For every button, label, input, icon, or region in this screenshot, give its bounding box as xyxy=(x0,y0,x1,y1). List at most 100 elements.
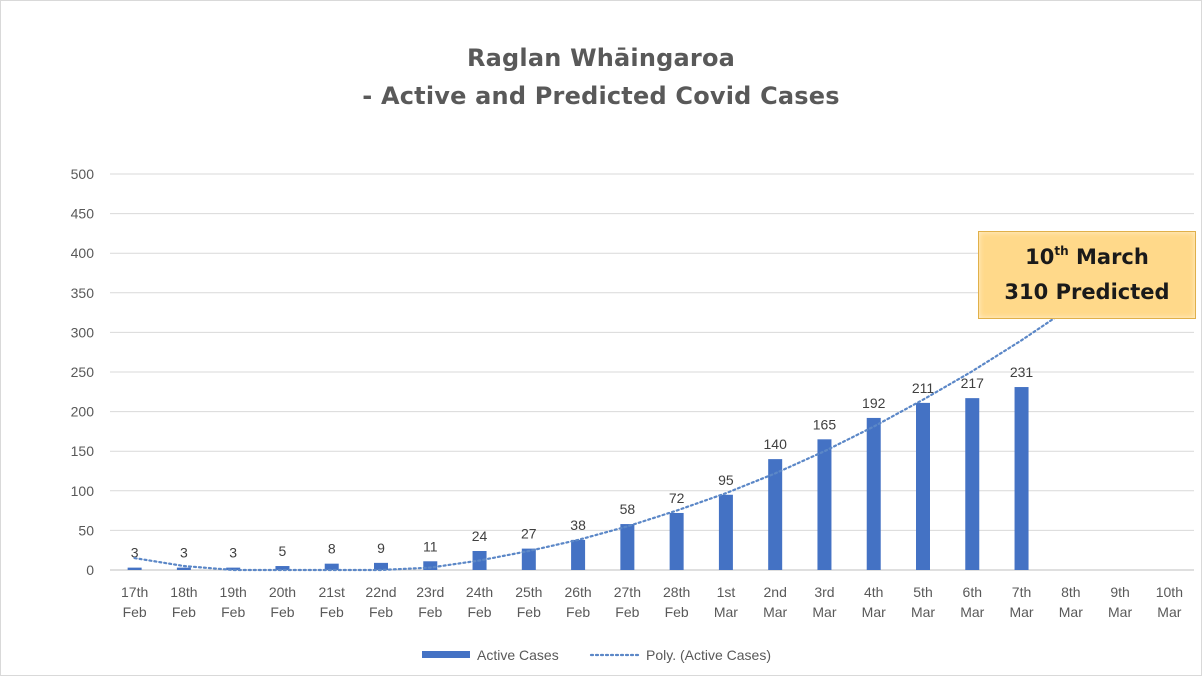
bar xyxy=(176,567,191,570)
x-tick-label: Mar xyxy=(1059,604,1083,620)
x-tick-label: Mar xyxy=(960,604,984,620)
x-tick-label: 24th xyxy=(466,584,493,600)
prediction-callout: 10th March 310 Predicted xyxy=(978,231,1196,319)
x-tick-label: 27th xyxy=(614,584,641,600)
data-label: 3 xyxy=(229,545,237,561)
data-label: 11 xyxy=(423,538,438,554)
trendline xyxy=(133,232,1171,572)
bar xyxy=(374,562,388,570)
x-tick-label: 25th xyxy=(515,584,542,600)
chart-title: Raglan Whāingaroa xyxy=(466,44,736,72)
legend-swatch-bar xyxy=(422,651,470,658)
data-label: 3 xyxy=(131,545,139,561)
bar xyxy=(423,561,438,570)
y-tick-label: 250 xyxy=(71,364,95,380)
x-tick-label: 8th xyxy=(1061,584,1080,600)
data-label: 24 xyxy=(472,528,488,544)
data-label: 9 xyxy=(377,540,385,556)
x-tick-label: 6th xyxy=(963,584,982,600)
x-tick-label: Feb xyxy=(418,604,442,620)
bar xyxy=(620,524,635,570)
bar xyxy=(521,548,536,570)
bar xyxy=(965,398,980,570)
x-tick-label: 9th xyxy=(1110,584,1129,600)
data-label: 5 xyxy=(279,543,287,559)
x-tick-label: Feb xyxy=(221,604,245,620)
y-tick-label: 0 xyxy=(86,562,94,578)
bar xyxy=(669,512,684,570)
bar xyxy=(571,539,586,570)
x-tick-label: Feb xyxy=(467,604,491,620)
bar xyxy=(275,566,290,570)
x-tick-label: 7th xyxy=(1012,584,1031,600)
data-label: 192 xyxy=(862,395,886,411)
x-tick-label: Mar xyxy=(763,604,787,620)
data-label: 72 xyxy=(669,490,685,506)
x-tick-label: 22nd xyxy=(365,584,396,600)
data-label: 27 xyxy=(521,526,537,542)
data-label: 165 xyxy=(813,416,837,432)
bar xyxy=(768,459,783,570)
x-tick-label: Feb xyxy=(615,604,639,620)
x-tick-label: 18th xyxy=(170,584,197,600)
y-tick-label: 50 xyxy=(78,522,94,538)
y-tick-label: 100 xyxy=(71,483,95,499)
x-tick-label: Feb xyxy=(517,604,541,620)
chart-subtitle: - Active and Predicted Covid Cases xyxy=(362,82,840,110)
data-label: 38 xyxy=(570,517,586,533)
x-tick-label: 20th xyxy=(269,584,296,600)
y-tick-label: 200 xyxy=(71,404,95,420)
bar xyxy=(817,439,832,570)
x-tick-label: 28th xyxy=(663,584,690,600)
data-label: 3 xyxy=(180,545,188,561)
data-label: 58 xyxy=(620,501,636,517)
y-tick-label: 400 xyxy=(71,245,95,261)
bar xyxy=(324,563,339,570)
x-tick-label: 2nd xyxy=(764,584,787,600)
x-tick-label: Feb xyxy=(320,604,344,620)
x-tick-label: 19th xyxy=(220,584,247,600)
y-tick-label: 450 xyxy=(71,206,95,222)
data-label: 211 xyxy=(912,380,935,396)
data-label: 231 xyxy=(1010,364,1034,380)
x-tick-label: 23rd xyxy=(416,584,444,600)
x-tick-label: Mar xyxy=(1108,604,1132,620)
x-tick-label: Mar xyxy=(911,604,935,620)
x-tick-label: Mar xyxy=(862,604,886,620)
x-tick-label: Feb xyxy=(369,604,393,620)
x-tick-label: 26th xyxy=(564,584,591,600)
data-label: 217 xyxy=(961,375,985,391)
callout-prediction: 310 Predicted xyxy=(1004,280,1170,304)
data-label: 8 xyxy=(328,541,336,557)
x-tick-label: 5th xyxy=(913,584,932,600)
x-tick-label: Feb xyxy=(665,604,689,620)
y-tick-label: 500 xyxy=(71,166,95,182)
x-tick-label: Feb xyxy=(172,604,196,620)
x-tick-label: Mar xyxy=(714,604,738,620)
bar xyxy=(127,567,142,570)
bar xyxy=(718,494,733,570)
x-tick-label: Mar xyxy=(812,604,836,620)
bar xyxy=(226,567,241,570)
x-tick-label: 17th xyxy=(121,584,148,600)
y-tick-label: 150 xyxy=(71,443,95,459)
x-tick-label: 1st xyxy=(717,584,736,600)
x-tick-label: Feb xyxy=(566,604,590,620)
y-tick-label: 350 xyxy=(71,285,95,301)
x-tick-label: Feb xyxy=(270,604,294,620)
x-tick-label: 4th xyxy=(864,584,883,600)
callout-date: 10th March xyxy=(1025,244,1149,269)
x-tick-label: Feb xyxy=(123,604,147,620)
data-label: 140 xyxy=(764,436,788,452)
y-tick-label: 300 xyxy=(71,324,95,340)
bar xyxy=(866,417,881,570)
bar xyxy=(1014,387,1029,570)
legend-label: Poly. (Active Cases) xyxy=(646,647,771,663)
x-tick-label: 3rd xyxy=(814,584,834,600)
bar xyxy=(916,402,930,570)
x-tick-label: Mar xyxy=(1009,604,1033,620)
legend-label: Active Cases xyxy=(477,647,559,663)
data-label: 95 xyxy=(718,472,734,488)
